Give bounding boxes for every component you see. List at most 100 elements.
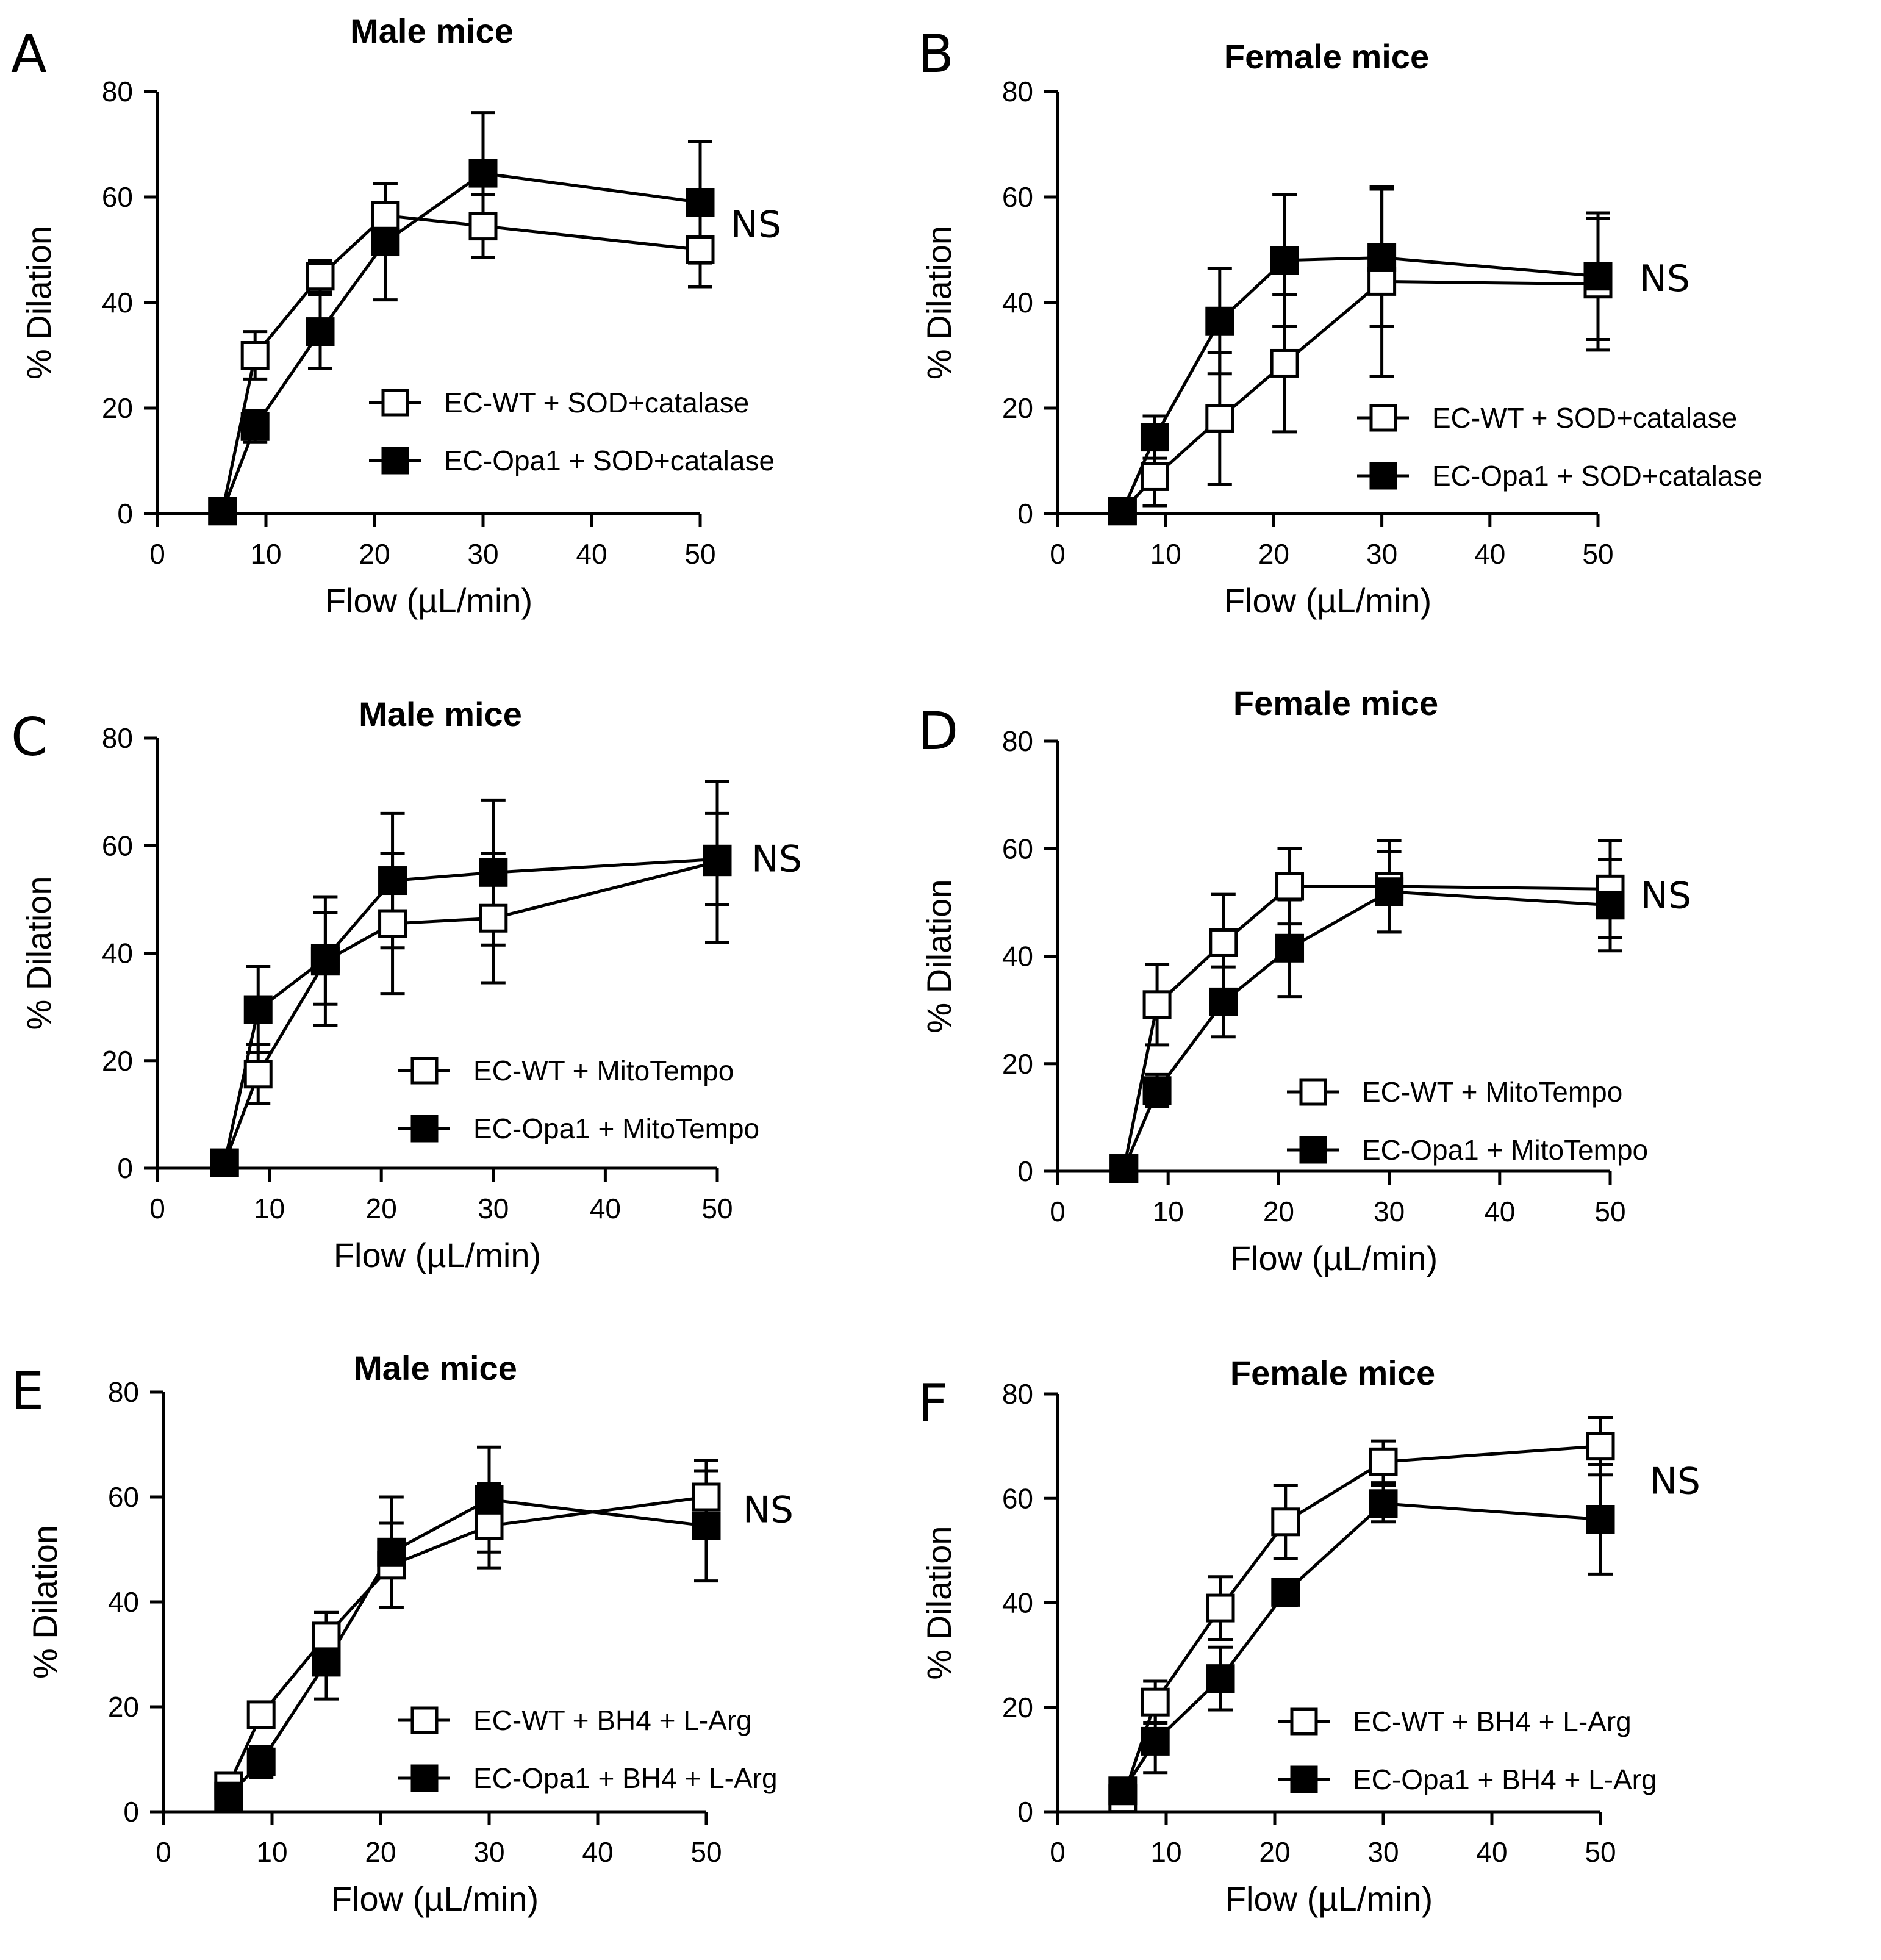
y-tick-label: 40 [102,938,133,969]
data-point-open-square [1205,404,1234,433]
series-line-0 [221,214,701,512]
data-point-filled-square [1108,1776,1138,1806]
x-tick-label: 20 [365,1836,396,1868]
legend-filled-square-icon [381,447,409,475]
data-point-filled-square [246,1747,276,1776]
ns-annotation: NS [1641,875,1691,917]
chart-panel-f: F Female mice 0 10 20 30 40 50 0 20 40 60 80 Flow (µL… [918,1354,1700,1918]
data-point-filled-square [1367,243,1397,272]
x-tick-label: 40 [576,538,607,570]
x-tick-label: 50 [1585,1836,1616,1868]
x-tick-label: 0 [156,1836,171,1868]
panel-letter: E [11,1361,44,1422]
y-tick-label: 0 [1017,1796,1033,1828]
x-tick-label: 50 [1594,1196,1625,1227]
y-tick-label: 60 [108,1481,139,1513]
data-point-open-square [243,1060,273,1089]
data-point-filled-square [1583,262,1613,291]
chart-panel-c: C Male mice 0 10 20 30 40 50 0 20 40 60 80 Flow (µL/m… [11,695,802,1274]
chart-title: Female mice [1230,1354,1435,1392]
chart-panel-d: D Female mice 0 10 20 30 40 50 0 20 40 60 80 Flow (µL… [918,684,1691,1277]
data-point-open-square [1209,928,1238,957]
legend-entry-0: EC-WT + BH4 + L-Arg [1278,1706,1632,1737]
x-tick-label: 0 [1050,1836,1066,1868]
legend-entry-0: EC-WT + MitoTempo [398,1055,734,1086]
legend-filled-square-icon [1369,462,1397,490]
y-tick-label: 0 [117,1152,133,1184]
y-tick-label: 60 [1002,833,1033,864]
data-point-filled-square [1369,1489,1398,1518]
x-tick-label: 30 [467,538,498,570]
legend-open-square-icon [1299,1078,1327,1106]
y-axis-label: % Dilation [920,226,958,379]
data-point-filled-square [703,844,732,874]
legend-filled-square-icon [410,1115,439,1143]
panel-letter: C [11,707,48,768]
x-axis-label: Flow (µL/min) [331,1879,539,1918]
y-tick-label: 80 [102,722,133,754]
data-point-open-square [378,909,407,938]
series-line-0 [1122,885,1611,1169]
y-tick-label: 60 [1002,181,1033,213]
x-tick-label: 40 [590,1193,621,1224]
series-line-1 [223,857,718,1163]
data-point-open-square [1367,267,1397,296]
y-tick-label: 80 [108,1376,139,1408]
legend-entry-1: EC-Opa1 + BH4 + L-Arg [398,1762,778,1794]
x-tick-label: 10 [254,1193,285,1224]
y-tick-label: 40 [1002,287,1033,318]
chart-title: Male mice [354,1349,517,1387]
x-axis-label: Flow (µL/min) [1230,1239,1438,1277]
y-tick-label: 60 [102,181,133,213]
x-tick-label: 10 [256,1836,287,1868]
legend-label: EC-WT + SOD+catalase [444,387,749,418]
panel-letter: D [918,701,958,762]
x-tick-label: 50 [1582,538,1613,570]
legend-filled-square-icon [1290,1765,1318,1793]
x-axis-label: Flow (µL/min) [334,1236,541,1274]
data-point-filled-square [208,497,237,526]
x-tick-label: 0 [149,538,165,570]
data-point-filled-square [214,1781,243,1811]
y-axis-label: % Dilation [20,876,58,1030]
data-point-filled-square [686,188,715,217]
series-line-0 [227,1495,707,1787]
ns-annotation: NS [743,1489,794,1532]
x-tick-label: 20 [1259,1836,1290,1868]
data-point-open-square [1586,1432,1615,1461]
chart-panel-a: A Male mice 0 10 20 30 40 50 0 20 40 60 80 Flow (µL/m… [11,12,781,620]
data-point-open-square [1275,872,1305,901]
legend-open-square-icon [410,1057,439,1085]
legend-filled-square-icon [410,1764,439,1792]
chart-title: Male mice [350,12,514,50]
legend-label: EC-Opa1 + BH4 + L-Arg [473,1762,778,1794]
x-tick-label: 10 [1150,538,1181,570]
chart-title: Male mice [359,695,522,733]
y-axis-label: % Dilation [920,1526,958,1679]
y-tick-label: 40 [102,287,133,318]
data-point-open-square [1271,1507,1300,1537]
legend-entry-1: EC-Opa1 + SOD+catalase [1357,460,1763,492]
legend-open-square-icon [1369,404,1397,432]
legend-entry-0: EC-WT + SOD+catalase [369,387,749,418]
data-point-filled-square [1206,1664,1235,1693]
y-tick-label: 20 [1002,1692,1033,1723]
legend-entry-1: EC-Opa1 + SOD+catalase [369,445,775,476]
y-tick-label: 0 [117,498,133,529]
x-tick-label: 10 [250,538,281,570]
data-point-open-square [312,1621,341,1651]
data-point-open-square [240,341,270,370]
panel-letter: A [11,24,47,85]
data-point-filled-square [1108,497,1137,526]
x-tick-label: 40 [582,1836,613,1868]
x-tick-label: 50 [701,1193,733,1224]
legend-label: EC-Opa1 + MitoTempo [473,1113,759,1144]
data-point-filled-square [479,858,508,887]
ns-annotation: NS [1650,1460,1700,1503]
legend-open-square-icon [1290,1707,1318,1736]
data-point-open-square [371,201,400,230]
data-point-filled-square [312,1648,341,1677]
ns-annotation: NS [1639,257,1690,300]
ns-annotation: NS [751,838,802,880]
